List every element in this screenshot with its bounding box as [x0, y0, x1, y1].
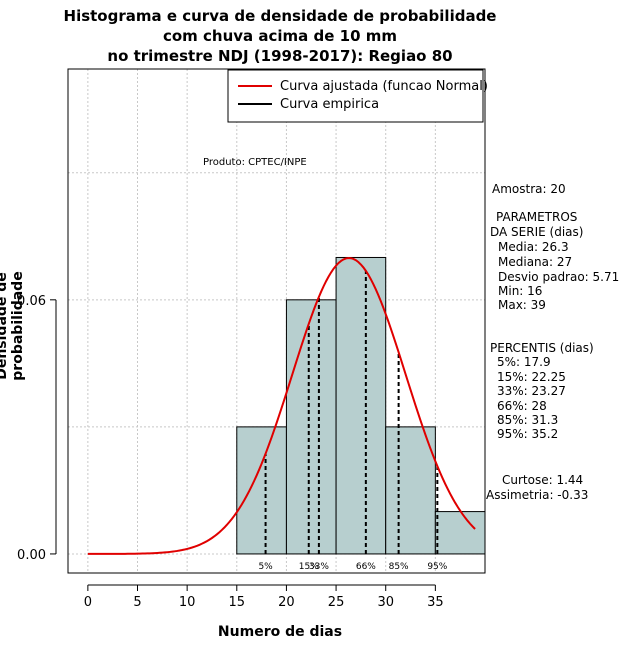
- percentile-5: 5%: 17.9: [497, 355, 551, 369]
- percentile-lines: [264, 270, 439, 554]
- histogram-bar: [285, 299, 337, 555]
- plot-frame: [67, 68, 486, 574]
- histogram-bar: [236, 426, 287, 555]
- x-tick-label: 15: [229, 595, 246, 610]
- legend-box: [227, 69, 484, 123]
- product-label: Produto: CPTEC/INPE: [203, 157, 307, 168]
- x-tick-label: 20: [278, 595, 295, 610]
- stat-max: Max: 39: [498, 298, 546, 312]
- histogram-bar: [434, 511, 486, 555]
- title-line-3: no trimestre NDJ (1998-2017): Regiao 80: [107, 47, 453, 65]
- percentile-label: 5%: [258, 562, 273, 572]
- y-tick-label: 0.06: [17, 294, 46, 309]
- y-axis: 0.00 0.06: [17, 294, 57, 563]
- x-tick-label: 25: [328, 595, 345, 610]
- percentile-85: 85%: 31.3: [497, 413, 559, 427]
- histogram-bar: [335, 256, 387, 555]
- stat-skewness: Assimetria: -0.33: [486, 488, 589, 502]
- stat-median: Mediana: 27: [498, 255, 573, 269]
- legend-label-fitted: Curva ajustada (funcao Normal): [280, 79, 488, 94]
- params-title-2: DA SERIE (dias): [490, 225, 584, 239]
- x-axis-title: Numero de dias: [217, 624, 343, 640]
- legend-label-empirical: Curva empirica: [280, 97, 379, 112]
- percentile-label: 15%: [299, 562, 319, 572]
- stat-mean: Media: 26.3: [498, 240, 569, 254]
- params-title-1: PARAMETROS: [496, 210, 578, 224]
- x-axis: 0 5 10 15 20 25 30 35: [84, 584, 444, 610]
- chart-title: Histograma e curva de densidade de proba…: [0, 6, 560, 66]
- percentile-label: 95%: [427, 562, 447, 572]
- title-line-2: com chuva acima de 10 mm: [162, 27, 398, 45]
- y-tick-label: 0.00: [17, 548, 46, 563]
- stat-kurtosis: Curtose: 1.44: [502, 473, 584, 487]
- percentile-label: 33%: [309, 562, 329, 572]
- stat-min: Min: 16: [498, 284, 543, 298]
- percentile-label: 85%: [389, 562, 409, 572]
- percentile-66: 66%: 28: [497, 399, 547, 413]
- x-tick-label: 30: [377, 595, 394, 610]
- stat-sd: Desvio padrao: 5.71: [498, 270, 620, 284]
- legend: Curva ajustada (funcao Normal) Curva emp…: [227, 69, 488, 123]
- percentiles-title: PERCENTIS (dias): [490, 341, 594, 355]
- histogram-bars: [236, 256, 486, 555]
- x-tick-label: 0: [84, 595, 92, 610]
- histogram-bar: [385, 426, 436, 555]
- y-axis-title: Densidade de probabilidade: [0, 271, 26, 381]
- percentile-33: 33%: 23.27: [497, 384, 566, 398]
- x-tick-label: 5: [133, 595, 141, 610]
- percentile-label: 66%: [356, 562, 376, 572]
- percentile-15: 15%: 22.25: [497, 370, 566, 384]
- x-tick-label: 35: [427, 595, 444, 610]
- normal-curve: [87, 257, 476, 555]
- percentile-95: 95%: 35.2: [497, 427, 559, 441]
- sample-size: Amostra: 20: [492, 182, 566, 196]
- x-tick-label: 10: [179, 595, 196, 610]
- percentile-labels: 5% 15%33% 66% 85% 95%: [258, 562, 447, 572]
- title-line-1: Histograma e curva de densidade de proba…: [63, 7, 497, 25]
